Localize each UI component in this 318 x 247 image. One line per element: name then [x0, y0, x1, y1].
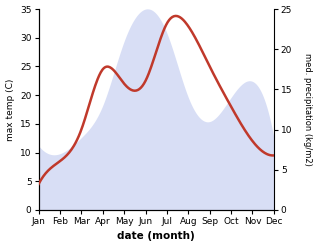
Y-axis label: med. precipitation (kg/m2): med. precipitation (kg/m2) [303, 53, 313, 166]
Y-axis label: max temp (C): max temp (C) [5, 78, 15, 141]
X-axis label: date (month): date (month) [117, 231, 195, 242]
